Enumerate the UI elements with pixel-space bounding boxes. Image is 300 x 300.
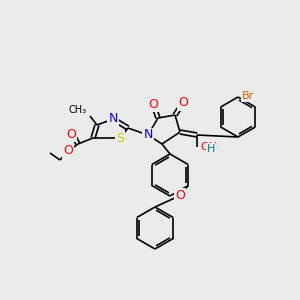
- Text: O: O: [178, 97, 188, 110]
- Text: O: O: [175, 189, 185, 202]
- Text: OH: OH: [200, 142, 217, 152]
- Text: N: N: [143, 128, 153, 142]
- Text: O: O: [148, 98, 158, 110]
- Text: Br: Br: [242, 91, 254, 101]
- Text: H: H: [207, 144, 215, 154]
- Text: N: N: [108, 112, 118, 125]
- Text: O: O: [66, 128, 76, 140]
- Text: O: O: [63, 145, 73, 158]
- Text: CH₃: CH₃: [69, 105, 87, 115]
- Text: S: S: [116, 131, 124, 145]
